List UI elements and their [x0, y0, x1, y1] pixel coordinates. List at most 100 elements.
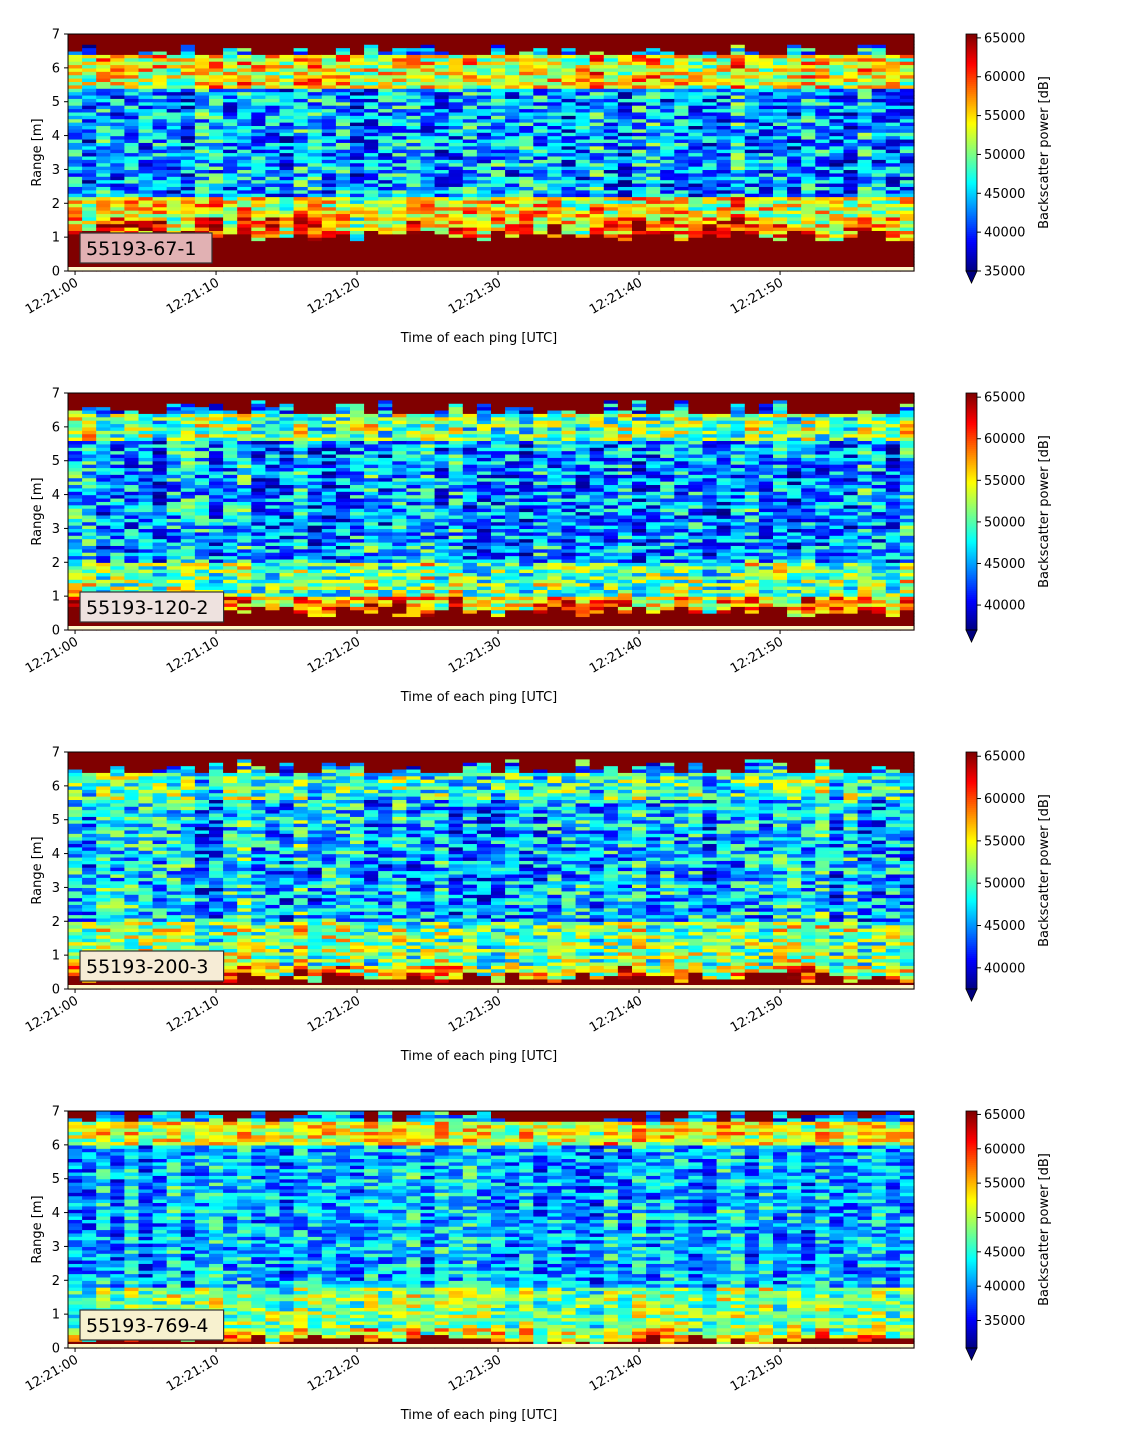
heatmap-cell [477, 34, 492, 38]
heatmap-cell [251, 34, 266, 38]
heatmap-cell [872, 34, 887, 38]
heatmap-cell [392, 34, 407, 38]
colorbar-tick-label: 60000 [984, 70, 1025, 85]
y-tick-label: 0 [52, 265, 60, 280]
heatmap-cell [900, 34, 915, 38]
heatmap-cell [858, 34, 873, 38]
colorbar: 35000 40000 45000 50000 55000 60000 65000 Backs… [966, 31, 1052, 283]
heatmap-cell [223, 34, 238, 38]
y-tick-label: 5 [52, 95, 60, 110]
heatmap-cell [421, 34, 436, 38]
panel-1: 0 1 2 3 4 5 6 7 12:21:00 12:21:10 12:21:20 12:21:30… [23, 28, 1052, 347]
heatmap-cell [308, 34, 323, 38]
heatmap-cell [153, 393, 168, 397]
heatmap-cell [519, 34, 534, 38]
heatmap-cell [82, 393, 97, 397]
heatmap-cell [533, 34, 548, 38]
heatmap-cell [96, 34, 111, 38]
heatmap-cell [717, 34, 732, 38]
heatmap-cell [406, 34, 421, 38]
x-tick-label: 12:21:40 [587, 275, 645, 317]
heatmap-cell [829, 34, 844, 38]
heatmap-cell [237, 34, 252, 38]
heatmap-cell [632, 34, 647, 38]
heatmap-cell [463, 34, 478, 38]
colorbar-tick-label: 65000 [984, 31, 1025, 46]
heatmap-cell [110, 34, 125, 38]
heatmap-cell [815, 34, 830, 38]
x-tick-label: 12:21:20 [305, 275, 363, 317]
y-tick-label: 4 [52, 129, 60, 144]
y-tick-label: 1 [52, 231, 60, 246]
heatmap-cell [773, 34, 788, 38]
heatmap-cell [801, 34, 816, 38]
heatmap-cell [378, 34, 393, 38]
heatmap-cell [844, 34, 859, 38]
y-tick-label: 7 [52, 28, 60, 43]
heatmap-cell [68, 34, 83, 38]
colorbar-tick-label: 35000 [984, 265, 1025, 280]
heatmap-cell [167, 34, 182, 38]
heatmap-cell [82, 34, 97, 38]
x-tick-label: 12:21:50 [728, 275, 786, 317]
y-axis-label: Range [m] [30, 118, 45, 186]
heatmap-cell [604, 34, 619, 38]
heatmap-cell [576, 34, 591, 38]
x-tick-label: 12:21:10 [164, 275, 222, 317]
heatmap-cell [124, 393, 139, 397]
y-tick-label: 6 [52, 61, 60, 76]
heatmap-cell [139, 393, 154, 397]
heatmap-cell [294, 34, 309, 38]
station-label-box: 55193-67-1 [80, 233, 212, 263]
heatmap-cell [124, 34, 139, 38]
colorbar-tick-label: 45000 [984, 187, 1025, 202]
x-axis-label: Time of each ping [UTC] [400, 331, 558, 346]
heatmap-cell [590, 34, 605, 38]
heatmap-cell [322, 34, 337, 38]
heatmap-cell [139, 34, 154, 38]
colorbar-tick-label: 55000 [984, 109, 1025, 124]
heatmap-cell [505, 34, 520, 38]
heatmap-cell [449, 34, 464, 38]
heatmap-cell [280, 34, 295, 38]
station-label: 55193-67-1 [86, 238, 196, 260]
colorbar-tick-label: 40000 [984, 226, 1025, 241]
y-tick-label: 3 [52, 163, 60, 178]
heatmap-cell [674, 34, 689, 38]
colorbar-tick-label: 50000 [984, 148, 1025, 163]
x-tick-label: 12:21:00 [23, 275, 81, 317]
heatmap-cell [153, 34, 168, 38]
heatmap-cell [491, 34, 506, 38]
heatmap-cell [562, 34, 577, 38]
heatmap-cell [110, 393, 125, 397]
heatmap-cell [364, 34, 379, 38]
heatmap-cell [688, 34, 703, 38]
heatmap-cell [886, 34, 901, 38]
heatmap-cell [759, 34, 774, 38]
heatmap-cell [209, 34, 224, 38]
x-tick-label: 12:21:30 [446, 275, 504, 317]
heatmap-cell [167, 393, 182, 397]
heatmap-cell [336, 34, 351, 38]
y-tick-label: 2 [52, 197, 60, 212]
heatmap-cell [435, 34, 450, 38]
heatmap-cell [547, 34, 562, 38]
heatmap-cell [660, 34, 675, 38]
heatmap-cell [265, 34, 280, 38]
surface-strip [68, 267, 914, 271]
heatmap-cell [787, 34, 802, 38]
heatmap-cell [646, 34, 661, 38]
heatmap-cell [195, 34, 210, 38]
colorbar-extend-min [966, 271, 977, 283]
heatmap-cell [96, 393, 111, 397]
colorbar-label: Backscatter power [dB] [1037, 76, 1052, 229]
heatmap-cell [181, 34, 196, 38]
heatmap-cell [703, 34, 718, 38]
heatmap-cell [618, 34, 633, 38]
heatmap-cell [745, 34, 760, 38]
heatmap-cell [350, 34, 365, 38]
heatmap-cell [731, 34, 746, 38]
